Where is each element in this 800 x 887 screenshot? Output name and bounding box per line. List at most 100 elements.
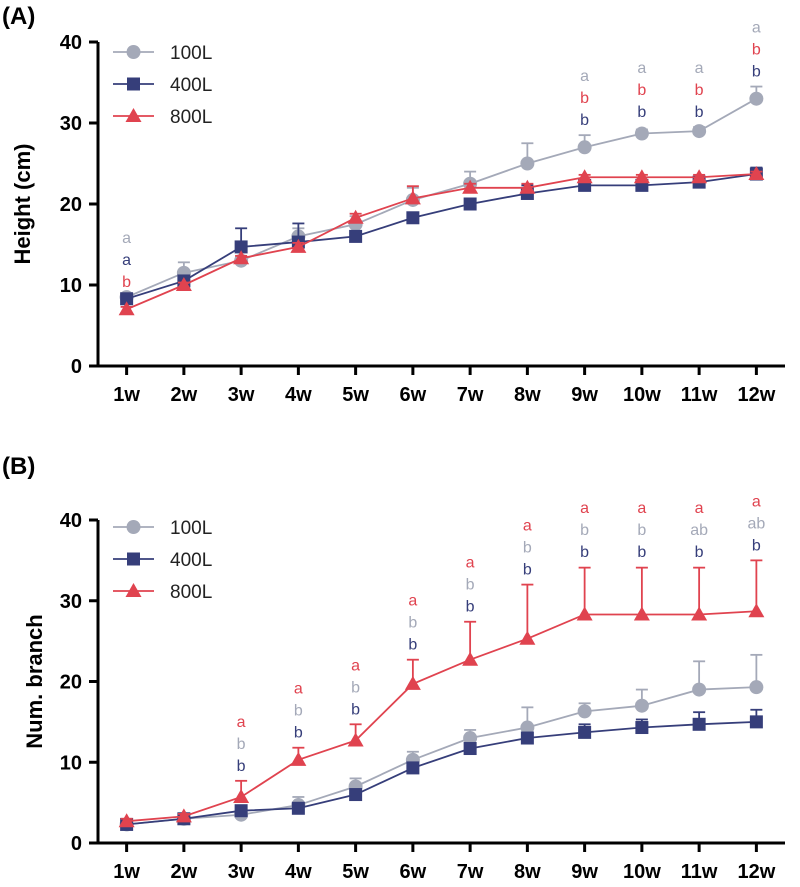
significance-letter: b xyxy=(580,544,589,561)
data-point xyxy=(748,603,765,618)
legend-marker xyxy=(125,108,142,122)
x-tick-label: 2w xyxy=(171,861,198,883)
legend-label: 800L xyxy=(170,582,212,603)
series-line xyxy=(126,610,757,823)
data-point xyxy=(520,156,535,171)
significance-letter: b xyxy=(695,544,704,561)
significance-letter: b xyxy=(466,599,475,616)
legend-marker xyxy=(127,77,140,91)
data-point xyxy=(576,606,593,621)
significance-letter: a xyxy=(408,593,417,610)
significance-letter: a xyxy=(695,500,704,517)
x-tick-label: 9w xyxy=(571,384,598,406)
significance-letter: b xyxy=(580,90,589,107)
data-point xyxy=(118,301,135,316)
x-tick-label: 4w xyxy=(285,861,312,883)
x-tick-label: 7w xyxy=(457,861,484,883)
x-tick-label: 6w xyxy=(400,384,427,406)
x-tick-label: 1w xyxy=(113,861,140,883)
data-point xyxy=(290,751,307,766)
x-tick-label: 11w xyxy=(681,384,718,406)
y-axis-label: Num. branch xyxy=(22,614,47,748)
x-tick-label: 5w xyxy=(342,861,369,883)
x-tick-label: 4w xyxy=(285,384,312,406)
significance-letter: a xyxy=(695,60,704,77)
legend: 100L 400L 800L xyxy=(113,43,212,128)
data-point xyxy=(519,630,536,645)
data-point xyxy=(120,292,134,306)
significance-letter: b xyxy=(580,522,589,539)
x-tick-label: 3w xyxy=(228,861,255,883)
significance-letter: a xyxy=(294,681,303,698)
significance-letter: a xyxy=(580,68,589,85)
data-point xyxy=(634,698,649,713)
series-800L xyxy=(118,559,765,828)
significance-letter: b xyxy=(695,104,704,121)
data-point xyxy=(749,91,764,106)
significance-letter: ab xyxy=(747,515,765,532)
significance-letter: b xyxy=(523,540,532,557)
significance-letter: b xyxy=(237,736,246,753)
data-point xyxy=(463,742,477,756)
x-tick-label: 6w xyxy=(400,861,427,883)
data-point xyxy=(691,169,708,184)
series-800L xyxy=(118,166,765,316)
series-line xyxy=(126,720,757,826)
significance-letter: b xyxy=(695,82,704,99)
x-tick-label: 10w xyxy=(623,384,661,406)
significance-letter: b xyxy=(637,104,646,121)
data-point xyxy=(692,717,706,731)
significance-letter: b xyxy=(294,725,303,742)
significance-letter: b xyxy=(466,577,475,594)
legend-label: 800L xyxy=(170,107,212,128)
significance-letter: a xyxy=(637,60,646,77)
data-point xyxy=(577,140,592,155)
data-point xyxy=(233,250,250,265)
legend-marker xyxy=(127,552,140,566)
chart-panel-b: (B) Num. branch 0 10 20 30 40 1w 2w 3w 4w 5w 6w 7w 8w 9… xyxy=(2,453,785,883)
significance-letter: a xyxy=(523,518,532,535)
data-point xyxy=(347,732,364,747)
significance-letter: b xyxy=(523,562,532,579)
x-tick-label: 8w xyxy=(514,861,541,883)
x-tick-label: 2w xyxy=(171,384,198,406)
legend-marker xyxy=(126,520,141,534)
data-point xyxy=(406,761,420,775)
legend-marker xyxy=(125,583,142,597)
panel-label: (B) xyxy=(2,453,35,480)
y-tick-label: 40 xyxy=(60,510,82,532)
y-tick-label: 20 xyxy=(60,194,82,216)
significance-letter: b xyxy=(294,703,303,720)
significance-letter: b xyxy=(752,64,761,81)
significance-letter: b xyxy=(637,522,646,539)
data-point xyxy=(634,126,649,141)
data-point xyxy=(118,813,135,828)
data-point xyxy=(349,229,363,243)
significance-letter: b xyxy=(237,758,246,775)
y-tick-label: 30 xyxy=(60,591,82,613)
significance-letter: b xyxy=(351,701,360,718)
significance-letter: a xyxy=(637,500,646,517)
series-line xyxy=(126,686,757,826)
series-400L xyxy=(120,166,763,306)
data-point xyxy=(748,166,765,181)
data-point xyxy=(519,179,536,194)
significance-letter: b xyxy=(752,42,761,59)
data-point xyxy=(520,720,535,735)
x-tick-label: 12w xyxy=(737,384,775,406)
data-point xyxy=(175,277,192,291)
data-point xyxy=(462,651,479,666)
y-tick-label: 20 xyxy=(60,672,82,694)
x-tick-label: 7w xyxy=(457,384,484,406)
significance-letter: a xyxy=(122,252,131,269)
data-point xyxy=(692,124,707,139)
significance-letter: a xyxy=(466,555,475,572)
x-tick-label: 8w xyxy=(514,384,541,406)
significance-letter: b xyxy=(752,537,761,554)
data-point xyxy=(463,731,478,746)
legend-label: 400L xyxy=(170,75,212,96)
data-point xyxy=(578,725,592,739)
legend: 100L 400L 800L xyxy=(113,518,212,603)
data-point xyxy=(692,682,707,697)
